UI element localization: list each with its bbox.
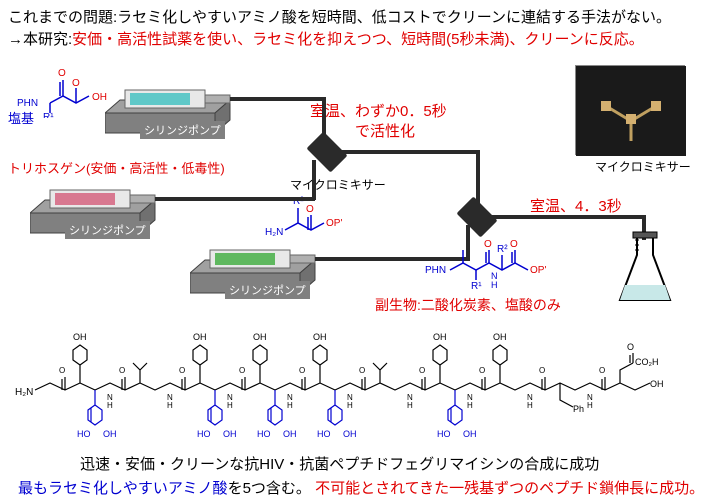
svg-text:R¹: R¹ bbox=[43, 112, 54, 118]
pump-label-3: シリンジポンプ bbox=[225, 281, 310, 299]
f2a: 最もラセミ化しやすいアミノ酸 bbox=[18, 480, 228, 497]
svg-text:PHN: PHN bbox=[425, 265, 446, 276]
footer-line1: 迅速・安価・クリーンな抗HIV・抗菌ペプチドフェグリマイシンの合成に成功 bbox=[80, 453, 599, 474]
svg-text:OH: OH bbox=[283, 429, 297, 439]
flask bbox=[615, 230, 675, 315]
svg-text:O: O bbox=[239, 366, 245, 375]
activation-line1: 室温、わずか0．5秒 bbox=[310, 100, 447, 121]
mixer-label-photo: マイクロミキサー bbox=[595, 158, 691, 175]
svg-text:O: O bbox=[306, 204, 314, 215]
svg-text:O: O bbox=[179, 366, 185, 375]
micromixer-photo bbox=[575, 65, 685, 155]
svg-text:HO: HO bbox=[317, 429, 331, 439]
product-dipeptide: PHN O R¹ N H R² O OP' bbox=[425, 235, 585, 295]
svg-text:O: O bbox=[599, 366, 605, 375]
svg-text:OH: OH bbox=[343, 429, 357, 439]
base-label: 塩基 bbox=[8, 108, 34, 127]
svg-text:H₂N: H₂N bbox=[15, 387, 33, 398]
svg-text:OP': OP' bbox=[530, 265, 546, 276]
svg-text:O: O bbox=[359, 366, 365, 375]
f2b: を5つ含む。 bbox=[228, 480, 311, 497]
tube-1 bbox=[230, 97, 325, 101]
tube-3 bbox=[340, 150, 480, 154]
pump-label-1: シリンジポンプ bbox=[140, 121, 225, 139]
svg-text:OH: OH bbox=[433, 332, 447, 342]
svg-text:H: H bbox=[491, 280, 498, 290]
svg-text:O: O bbox=[479, 366, 485, 375]
activation-line2: で活性化 bbox=[355, 120, 415, 141]
h2-prefix: →本研究: bbox=[8, 31, 72, 48]
h1-prefix: これまでの問題: bbox=[8, 9, 117, 26]
svg-text:OH: OH bbox=[493, 332, 507, 342]
tube-2b bbox=[312, 160, 316, 200]
svg-text:O: O bbox=[58, 68, 66, 79]
svg-text:O: O bbox=[484, 239, 492, 250]
svg-text:R¹: R¹ bbox=[471, 281, 482, 292]
byproduct-label: 副生物:二酸化炭素、塩酸のみ bbox=[375, 295, 561, 315]
svg-text:H: H bbox=[227, 401, 233, 410]
svg-text:H: H bbox=[587, 401, 593, 410]
svg-text:O: O bbox=[510, 239, 518, 250]
svg-text:H: H bbox=[167, 401, 173, 410]
svg-text:HO: HO bbox=[197, 429, 211, 439]
svg-text:O: O bbox=[627, 342, 634, 352]
svg-text:O: O bbox=[299, 366, 305, 375]
f2c: 不可能とされてきた一残基ずつのペプチド鎖伸長に成功。 bbox=[315, 480, 704, 497]
svg-text:OH: OH bbox=[650, 379, 664, 389]
svg-text:OH: OH bbox=[253, 332, 267, 342]
tube-1b bbox=[322, 97, 326, 147]
svg-text:HO: HO bbox=[77, 429, 91, 439]
svg-text:O: O bbox=[539, 366, 545, 375]
h1-body: ラセミ化しやすいアミノ酸を短時間、低コストでクリーンに連結する手法がない。 bbox=[117, 9, 671, 26]
svg-text:O: O bbox=[72, 78, 80, 89]
svg-text:H: H bbox=[107, 401, 113, 410]
time2-label: 室温、4．3秒 bbox=[530, 195, 622, 216]
svg-text:H: H bbox=[287, 401, 293, 410]
svg-text:HO: HO bbox=[437, 429, 451, 439]
svg-text:HO: HO bbox=[257, 429, 271, 439]
feglmycin-structure: OH OH OH OH OH OH HOOH HOOH HOOH HOOH HO… bbox=[15, 315, 695, 445]
svg-text:OH: OH bbox=[193, 332, 207, 342]
tube-2 bbox=[155, 197, 315, 201]
pump-label-2: シリンジポンプ bbox=[65, 221, 150, 239]
svg-text:H: H bbox=[467, 401, 473, 410]
svg-text:O: O bbox=[419, 366, 425, 375]
svg-text:O: O bbox=[119, 366, 125, 375]
svg-text:H: H bbox=[527, 401, 533, 410]
svg-text:H: H bbox=[407, 401, 413, 410]
svg-text:H: H bbox=[347, 401, 353, 410]
svg-text:OH: OH bbox=[103, 429, 117, 439]
footer-line2: 最もラセミ化しやすいアミノ酸を5つ含む。 不可能とされてきた一残基ずつのペプチド… bbox=[18, 477, 704, 498]
svg-text:Ph: Ph bbox=[573, 404, 584, 414]
h2-body: 安価・高活性試薬を使い、ラセミ化を抑えつつ、短時間(5秒未満)、クリーンに反応。 bbox=[72, 31, 644, 48]
svg-text:OH: OH bbox=[73, 332, 87, 342]
svg-text:R²: R² bbox=[497, 244, 508, 255]
svg-text:OH: OH bbox=[313, 332, 327, 342]
svg-text:OH: OH bbox=[223, 429, 237, 439]
svg-text:OP': OP' bbox=[326, 218, 342, 229]
header-line2: →本研究:安価・高活性試薬を使い、ラセミ化を抑えつつ、短時間(5秒未満)、クリー… bbox=[8, 28, 644, 49]
svg-text:CO₂H: CO₂H bbox=[635, 357, 659, 367]
header-line1: これまでの問題:ラセミ化しやすいアミノ酸を短時間、低コストでクリーンに連結する手… bbox=[8, 6, 671, 27]
svg-text:OH: OH bbox=[463, 429, 477, 439]
svg-text:O: O bbox=[59, 366, 65, 375]
